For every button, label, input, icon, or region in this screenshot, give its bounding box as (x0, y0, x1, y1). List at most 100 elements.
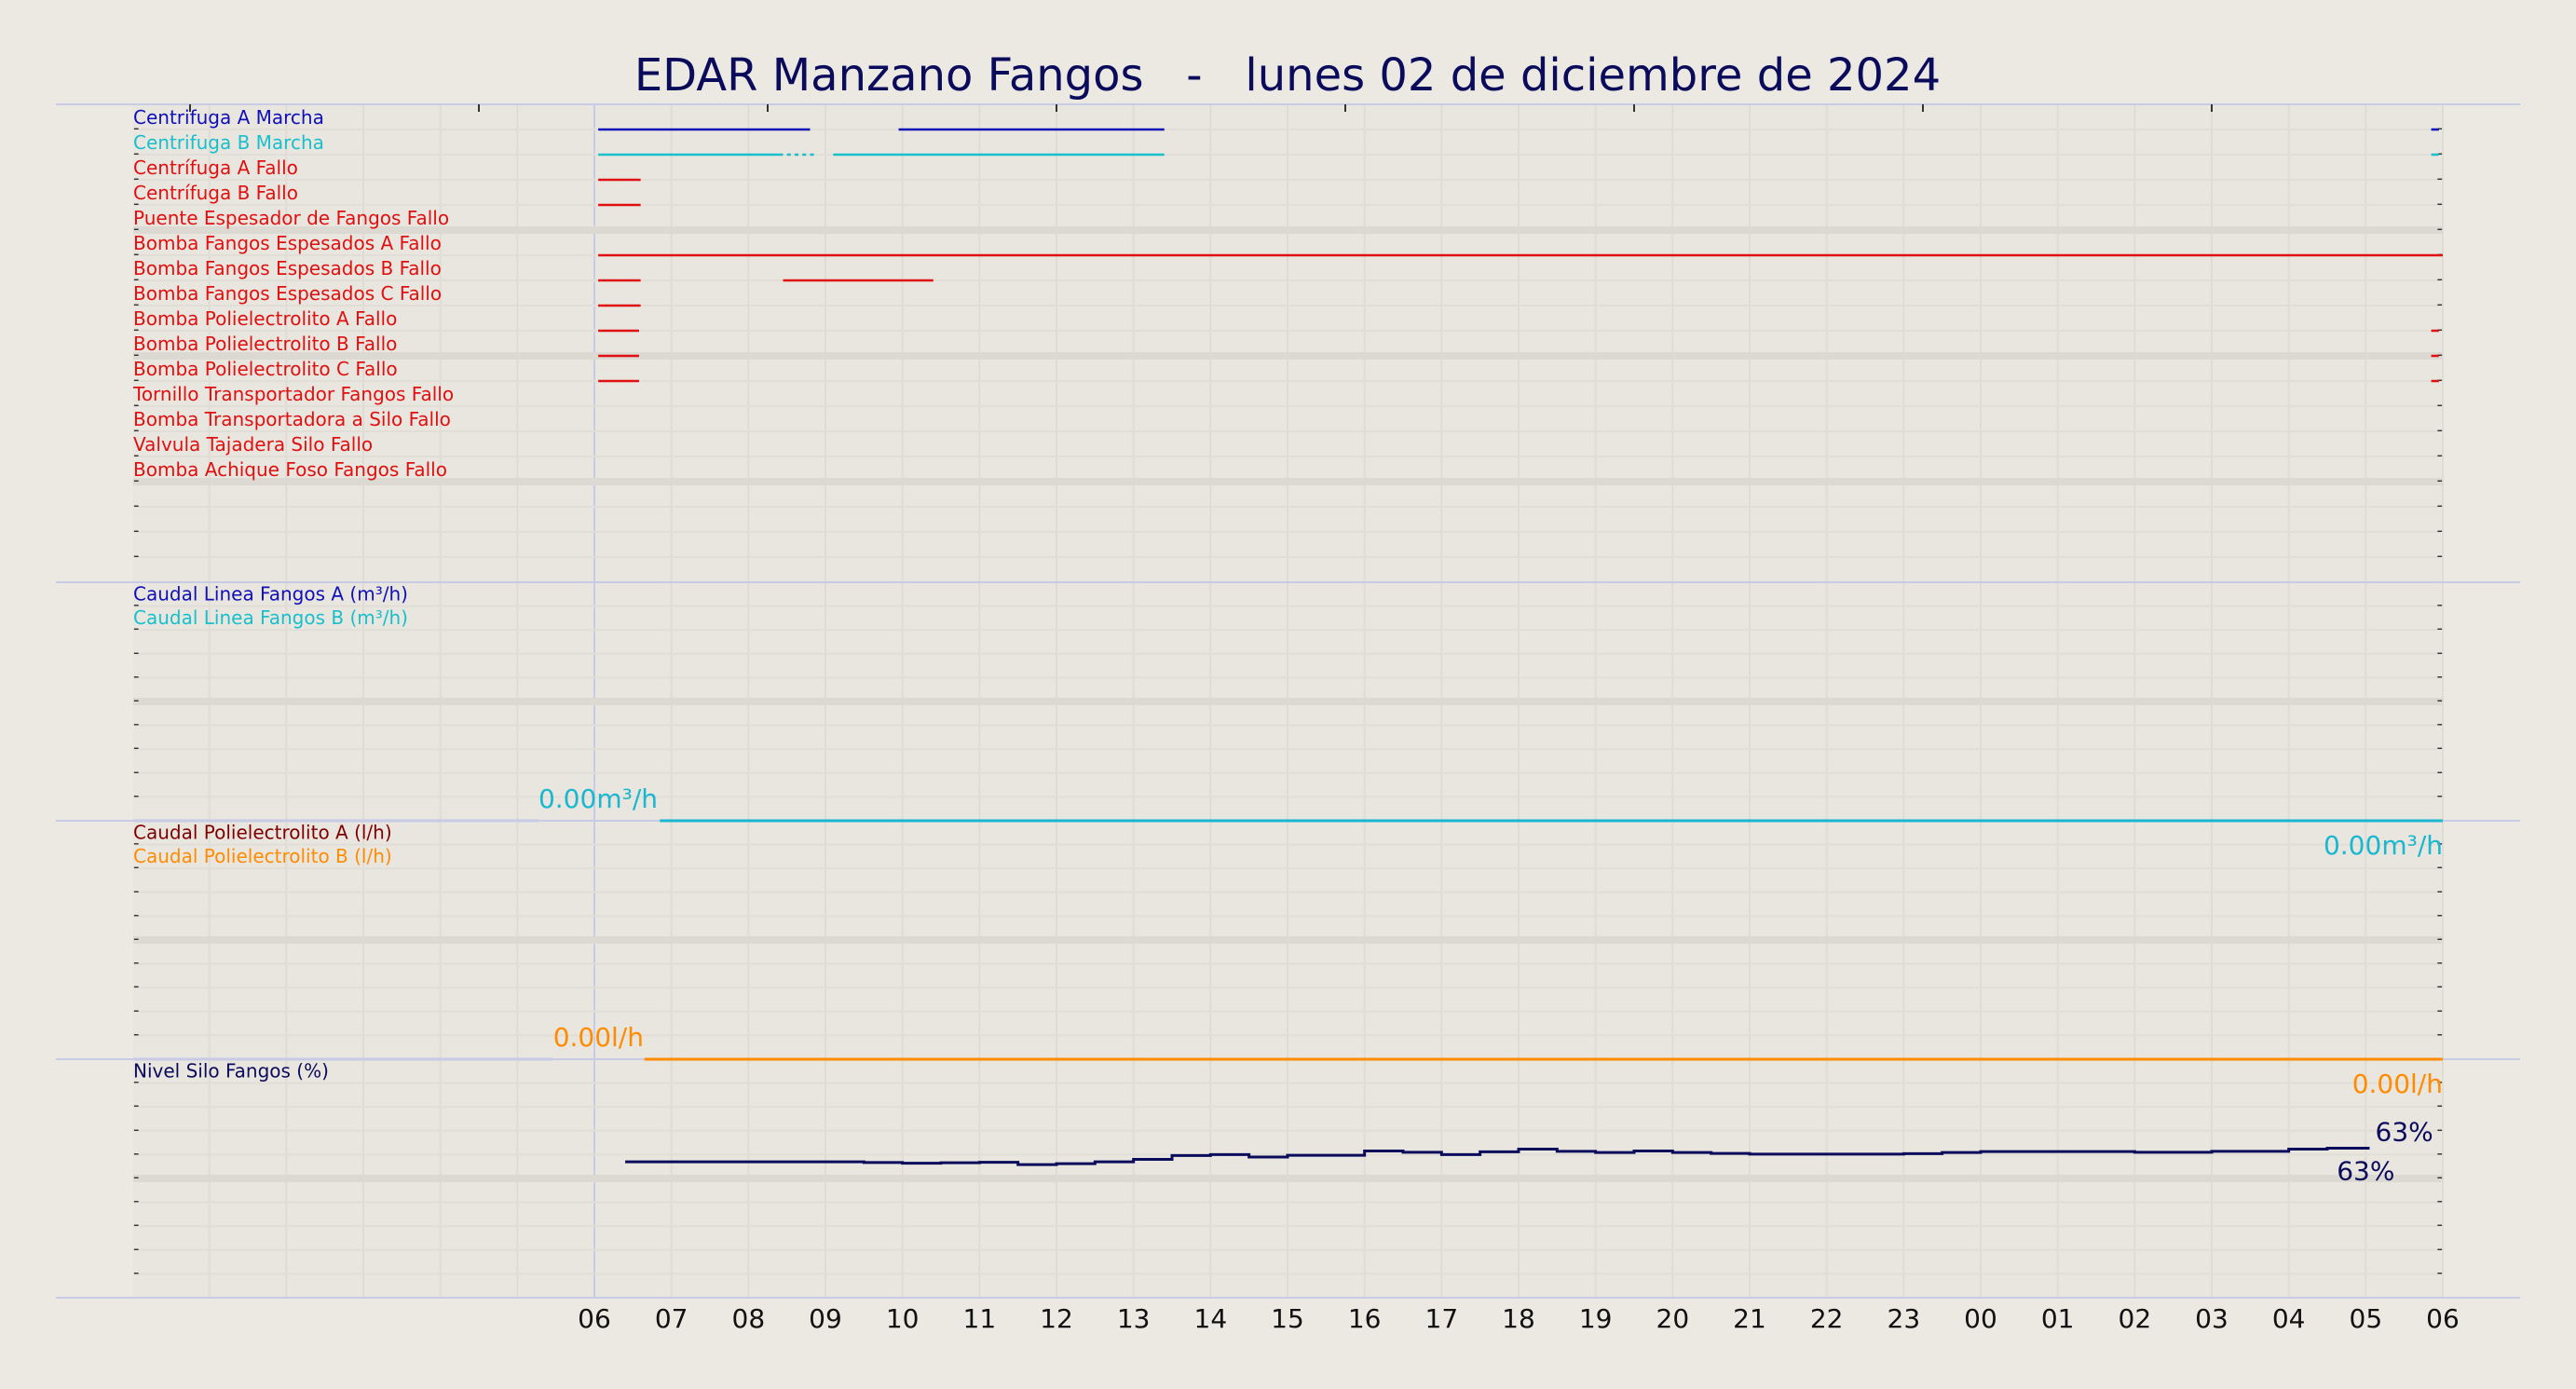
left-tick: - (133, 470, 140, 490)
chart-title: EDAR Manzano Fangos - lunes 02 de diciem… (634, 49, 1941, 102)
signal-label: Bomba Fangos Espesados B Fallo (133, 257, 442, 279)
x-tick-label: 18 (1502, 1303, 1535, 1334)
right-tick: - (2437, 929, 2444, 948)
x-tick-label: 11 (963, 1303, 997, 1334)
right-tick: - (2437, 118, 2444, 138)
left-tick: - (133, 370, 140, 389)
left-tick: - (133, 1072, 140, 1092)
x-tick-label: 14 (1194, 1303, 1228, 1334)
x-tick-label: 04 (2272, 1303, 2306, 1334)
x-tick-label: 15 (1271, 1303, 1304, 1334)
signal-label: Bomba Fangos Espesados A Fallo (133, 232, 442, 254)
x-tick-label: 20 (1656, 1303, 1690, 1334)
level-label-top: 63% (2376, 1116, 2433, 1147)
right-tick: - (2437, 1024, 2444, 1043)
right-tick: - (2437, 881, 2444, 901)
flow-label-start: 0.00m³/h (538, 783, 658, 814)
left-tick: - (133, 1192, 140, 1211)
left-tick: - (133, 521, 140, 540)
x-tick-label: 08 (732, 1303, 766, 1334)
right-tick: - (2437, 1215, 2444, 1234)
right-tick: - (2437, 690, 2444, 710)
flow-label-end: 0.00m³/h (2324, 830, 2443, 861)
right-tick: - (2437, 496, 2444, 515)
right-tick: - (2437, 395, 2444, 415)
right-tick: - (2437, 269, 2444, 289)
x-tick-label: 05 (2350, 1303, 2383, 1334)
left-tick: - (133, 666, 140, 686)
left-tick: - (133, 1143, 140, 1163)
right-tick: - (2437, 445, 2444, 465)
x-tick-label: 21 (1733, 1303, 1766, 1334)
signal-label: Centrífuga A Fallo (133, 157, 298, 179)
x-tick-label: 07 (655, 1303, 688, 1334)
left-tick: - (133, 294, 140, 314)
left-tick: - (133, 1262, 140, 1282)
left-tick: - (133, 953, 140, 973)
right-tick: - (2437, 976, 2444, 996)
right-tick: - (2437, 738, 2444, 757)
flow-label-end: 0.00l/h (2352, 1069, 2443, 1099)
left-tick: - (133, 395, 140, 415)
x-tick-label: 06 (578, 1303, 611, 1334)
left-tick: - (133, 445, 140, 465)
left-tick: - (133, 857, 140, 877)
left-tick: - (133, 1239, 140, 1259)
left-tick: - (133, 320, 140, 339)
x-tick-label: 22 (1810, 1303, 1844, 1334)
right-tick: - (2437, 169, 2444, 188)
left-tick: - (133, 420, 140, 440)
right-tick: - (2437, 1262, 2444, 1282)
x-tick-label: 06 (2426, 1303, 2460, 1334)
right-tick: - (2437, 1192, 2444, 1211)
flow-label-start: 0.00l/h (553, 1022, 644, 1053)
legend-entry: Caudal Linea Fangos A (m³/h) (133, 583, 408, 606)
left-tick: - (133, 619, 140, 638)
left-tick: - (133, 1120, 140, 1139)
left-tick: - (133, 1001, 140, 1020)
right-tick: - (2437, 244, 2444, 264)
right-tick: - (2437, 1096, 2444, 1115)
legend-entry: Caudal Linea Fangos B (m³/h) (133, 606, 408, 629)
signal-label: Centrifuga B Marcha (133, 131, 324, 154)
right-tick: - (2437, 762, 2444, 782)
right-tick: - (2437, 1072, 2444, 1092)
right-tick: - (2437, 345, 2444, 364)
signal-label: Valvula Tajadera Silo Fallo (133, 433, 373, 456)
right-tick: - (2437, 1239, 2444, 1259)
x-tick-label: 01 (2041, 1303, 2075, 1334)
x-axis: 06 07 08 09 10 11 12 13 14 15 16 17 18 19 20 21 22 23 00 01… (189, 104, 2460, 1334)
right-tick: - (2437, 953, 2444, 973)
right-tick: - (2437, 320, 2444, 339)
left-tick: - (133, 715, 140, 734)
x-tick-label: 10 (886, 1303, 920, 1334)
left-tick: - (133, 143, 140, 163)
left-tick: - (133, 345, 140, 364)
left-tick: - (133, 1096, 140, 1115)
left-tick: - (133, 194, 140, 213)
left-tick: - (133, 1167, 140, 1187)
right-tick: - (2437, 1167, 2444, 1187)
x-tick-label: 17 (1425, 1303, 1459, 1334)
x-tick-label: 16 (1348, 1303, 1382, 1334)
right-tick: - (2437, 785, 2444, 805)
x-tick-label: 13 (1117, 1303, 1151, 1334)
x-tick-label: 19 (1579, 1303, 1613, 1334)
level-series (625, 1146, 2370, 1166)
signal-label: Centrífuga B Fallo (133, 182, 298, 204)
left-tick: - (133, 785, 140, 805)
legend-entry: Caudal Polielectrolito B (l/h) (133, 845, 392, 867)
grid: - - - - - - - - - - - - - - - - - - - - - - - - - - - - - - - - - - - - - - - -… (133, 104, 2444, 1298)
right-tick: - (2437, 420, 2444, 440)
left-tick: - (133, 269, 140, 289)
legend-entry: Nivel Silo Fangos (%) (133, 1060, 329, 1083)
right-tick: - (2437, 219, 2444, 238)
left-tick: - (133, 905, 140, 924)
right-tick: - (2437, 666, 2444, 686)
signal-label: Bomba Polielectrolito B Fallo (133, 333, 397, 355)
left-tick: - (133, 834, 140, 853)
x-tick-label: 12 (1040, 1303, 1073, 1334)
signal-label: Bomba Polielectrolito C Fallo (133, 358, 398, 380)
